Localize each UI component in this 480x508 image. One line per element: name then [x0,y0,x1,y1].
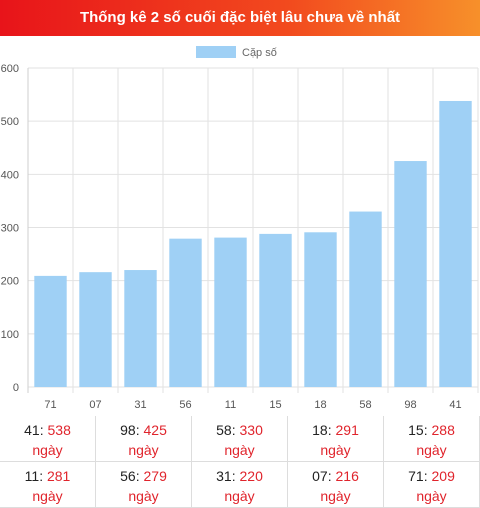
x-tick-label: 07 [89,399,101,411]
stat-line: 11: 281 [0,468,95,484]
stat-number: 15 [408,422,424,438]
bar-56 [169,238,202,387]
stat-number: 18 [312,422,328,438]
stat-line: 71: 209 [384,468,479,484]
y-axis: 0 100 200 300 400 500 600 [1,63,19,394]
stat-line: 58: 330 [192,422,287,438]
stat-separator: : [327,422,336,438]
stat-separator: : [423,422,432,438]
stat-cell-98: 98: 425 ngày [96,416,192,462]
bar-31 [124,270,157,387]
y-tick-label: 100 [1,329,19,341]
stat-line: 15: 288 [384,422,479,438]
gridlines [27,67,479,393]
stat-number: 31 [216,468,232,484]
x-tick-label: 56 [179,399,191,411]
stat-separator: : [135,468,144,484]
stat-cell-56: 56: 279 ngày [96,462,192,508]
bar-chart: Cặp số 0 100 200 300 400 500 600 71 07 31 56 11 15 1… [1,46,479,411]
stat-line: 98: 425 [96,422,191,438]
x-tick-label: 98 [404,399,416,411]
bar-07 [79,272,112,387]
stat-unit: ngày [224,488,255,504]
stat-line: 18: 291 [288,422,383,438]
bar-15 [259,233,292,387]
x-tick-label: 18 [314,399,326,411]
stat-unit: ngày [416,488,447,504]
x-tick-label: 41 [449,399,461,411]
stat-number: 56 [120,468,136,484]
stat-value: 291 [335,422,359,438]
stat-cell-15: 15: 288 ngày [384,416,480,462]
stat-number: 98 [120,422,136,438]
stat-unit: ngày [128,442,159,458]
bar-71 [34,275,67,387]
stat-line: 56: 279 [96,468,191,484]
bar-98 [394,161,427,387]
y-tick-label: 400 [1,169,19,181]
stats-table: 41: 538 ngày 98: 425 ngày 58: 330 ngày 18: 291… [0,416,480,508]
stat-separator: : [231,422,240,438]
x-tick-label: 11 [225,399,236,411]
y-tick-label: 600 [1,63,19,75]
stat-separator: : [39,422,48,438]
stat-cell-71: 71: 209 ngày [384,462,480,508]
stat-separator: : [327,468,336,484]
stat-unit: ngày [32,442,63,458]
bar-58 [349,211,382,387]
stat-cell-31: 31: 220 ngày [192,462,288,508]
y-tick-label: 0 [13,382,19,394]
stat-separator: : [39,468,47,484]
bar-11 [214,237,247,387]
stat-unit: ngày [320,488,351,504]
stat-value: 279 [143,468,167,484]
x-tick-label: 71 [44,399,56,411]
stat-line: 31: 220 [192,468,287,484]
stat-cell-41: 41: 538 ngày [0,416,96,462]
x-tick-label: 15 [269,399,281,411]
stat-line: 41: 538 [0,422,95,438]
stat-cell-18: 18: 291 ngày [288,416,384,462]
stat-value: 288 [431,422,455,438]
x-tick-label: 58 [359,399,371,411]
x-axis: 71 07 31 56 11 15 18 58 98 41 [44,399,461,411]
y-tick-label: 300 [1,223,19,235]
stat-separator: : [423,468,432,484]
stat-unit: ngày [320,442,351,458]
legend-swatch [196,46,236,58]
stat-value: 216 [335,468,359,484]
stat-unit: ngày [416,442,447,458]
stat-number: 11 [24,468,40,484]
stat-value: 209 [431,468,455,484]
bar-18 [304,232,337,387]
stat-unit: ngày [224,442,255,458]
chart-title: Thống kê 2 số cuối đặc biệt lâu chưa về … [0,0,480,36]
stat-separator: : [231,468,240,484]
stat-number: 71 [408,468,424,484]
y-tick-label: 500 [1,116,19,128]
stat-value: 538 [47,422,71,438]
legend: Cặp số [196,46,277,59]
stat-value: 330 [239,422,263,438]
stat-separator: : [135,422,144,438]
bars [34,100,472,388]
stat-cell-07: 07: 216 ngày [288,462,384,508]
legend-label: Cặp số [242,47,277,59]
stat-number: 58 [216,422,232,438]
stat-unit: ngày [32,488,63,504]
x-tick-label: 31 [134,399,146,411]
bar-41 [439,100,472,388]
stat-number: 07 [312,468,328,484]
stat-value: 220 [239,468,263,484]
stat-value: 425 [143,422,167,438]
stat-value: 281 [46,468,71,484]
stat-number: 41 [24,422,40,438]
stat-cell-11: 11: 281 ngày [0,462,96,508]
y-tick-label: 200 [1,276,19,288]
stat-unit: ngày [128,488,159,504]
stat-line: 07: 216 [288,468,383,484]
stat-cell-58: 58: 330 ngày [192,416,288,462]
